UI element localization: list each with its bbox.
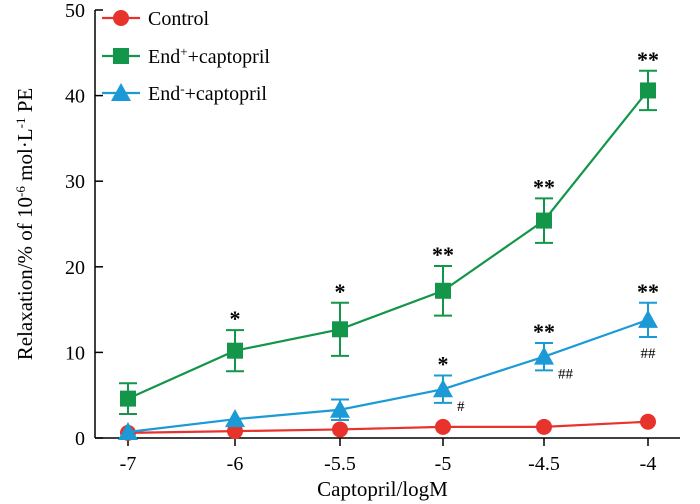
legend-label-sup: +	[180, 44, 187, 59]
hash-annotation: #	[457, 399, 465, 415]
legend-label-base: End	[148, 83, 180, 105]
data-point	[118, 422, 138, 441]
x-tick-label: -4.5	[528, 453, 560, 475]
significance-annotation: **	[637, 279, 659, 304]
legend-label-sup: -	[180, 81, 184, 96]
y-tick-label: 10	[65, 342, 85, 364]
hash-annotation: ##	[558, 367, 574, 383]
annotation-layer: *************#####	[230, 47, 660, 415]
x-axis-title: Captopril/logM	[317, 477, 448, 501]
x-tick-label: -6	[227, 453, 244, 475]
legend-entry-0: Control	[102, 8, 210, 30]
legend-label: End++captopril	[148, 44, 270, 69]
x-tick-label: -7	[120, 453, 137, 475]
legend-label: Control	[148, 8, 210, 30]
data-point	[227, 342, 243, 359]
x-tick-label: -4	[640, 453, 657, 475]
y-tick-label: 40	[65, 86, 85, 108]
legend-label: End-+captopril	[148, 81, 267, 106]
y-axis-title: Relaxation/% of 10-6 mol·L-1 PE	[13, 88, 38, 361]
legend-marker	[113, 48, 129, 64]
y-axis-title-part: -6	[13, 186, 28, 197]
significance-annotation: **	[533, 319, 555, 344]
legend-label-rest: +captopril	[188, 46, 271, 68]
significance-annotation: **	[533, 174, 555, 199]
series-0	[120, 413, 656, 441]
legend-entry-2: End-+captopril	[102, 81, 267, 106]
data-point	[536, 212, 552, 229]
hash-annotation: ##	[641, 346, 657, 362]
series-1	[119, 69, 657, 416]
series-layer	[118, 69, 658, 441]
y-tick-label: 30	[65, 171, 85, 193]
significance-annotation: *	[230, 306, 241, 331]
series-line	[127, 420, 649, 434]
legend-entry-1: End++captopril	[102, 44, 270, 69]
x-tick-label: -5	[435, 453, 452, 475]
series-2	[118, 301, 658, 441]
y-tick-label: 50	[65, 0, 85, 22]
y-axis-title-part: mol·L	[13, 128, 37, 186]
data-point	[435, 282, 451, 299]
significance-annotation: **	[432, 242, 454, 267]
significance-annotation: *	[438, 352, 449, 377]
legend-marker	[113, 10, 129, 26]
data-point	[536, 418, 552, 435]
data-point	[640, 413, 656, 430]
data-point	[435, 418, 451, 435]
data-point	[120, 390, 136, 407]
data-point	[433, 379, 453, 398]
data-point	[225, 409, 245, 428]
legend-label-rest: +captopril	[185, 83, 268, 105]
data-point	[332, 321, 348, 338]
data-point	[534, 346, 554, 365]
x-tick-label: -5.5	[324, 453, 356, 475]
significance-annotation: **	[637, 47, 659, 72]
y-axis-title-part: PE	[13, 88, 37, 118]
significance-annotation: *	[335, 279, 346, 304]
legend-label-base: End	[148, 46, 180, 68]
data-point	[638, 309, 658, 328]
y-axis-title-part: Relaxation/% of 10	[13, 197, 37, 360]
y-axis-title-part: -1	[13, 118, 28, 129]
data-point	[332, 421, 348, 438]
series-line	[127, 89, 649, 400]
y-tick-label: 0	[75, 428, 85, 450]
data-point	[640, 82, 656, 99]
series-line	[127, 318, 649, 434]
legend-marker	[111, 83, 131, 101]
legend-label-base: Control	[148, 8, 210, 30]
data-point	[330, 399, 350, 418]
axes: 0 10 20 30 40 50 -7 -6 -5.5 -5 -4.5 -4 Captopril/log…	[13, 0, 680, 501]
y-tick-label: 20	[65, 257, 85, 279]
